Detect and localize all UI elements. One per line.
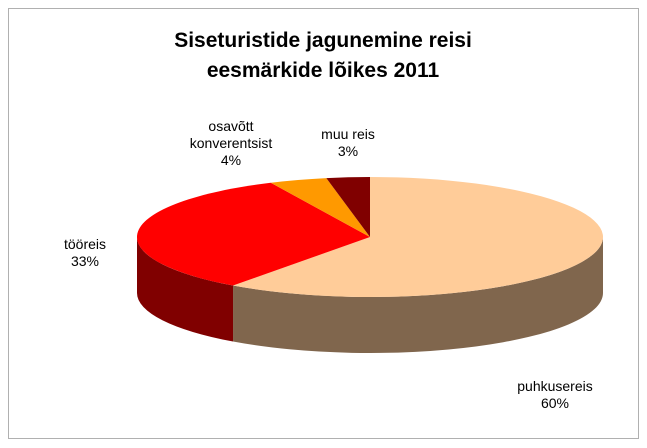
slice	[137, 182, 370, 286]
label-value: 60%	[540, 395, 570, 411]
label-value: 33%	[70, 253, 100, 269]
slice	[326, 177, 370, 237]
slice	[270, 178, 370, 237]
label-category: muu reis	[321, 126, 375, 142]
label-category: tööreis	[63, 236, 107, 252]
label-value: 4%	[220, 152, 242, 168]
chart-frame	[8, 8, 639, 439]
slice-side	[233, 237, 604, 353]
chart-title: Siseturistide jagunemine reisi eesmärkid…	[174, 29, 472, 82]
data-label: muu reis 3%	[303, 126, 393, 160]
data-label: puhkusereis 60%	[495, 378, 615, 412]
data-label: osavõtt konverentsist 4%	[176, 118, 286, 169]
label-category: osavõtt konverentsist	[189, 118, 273, 151]
label-value: 3%	[337, 143, 359, 159]
slice-side	[137, 237, 234, 342]
slice	[233, 177, 604, 297]
label-category: puhkusereis	[517, 378, 593, 394]
data-label: tööreis 33%	[25, 236, 145, 270]
